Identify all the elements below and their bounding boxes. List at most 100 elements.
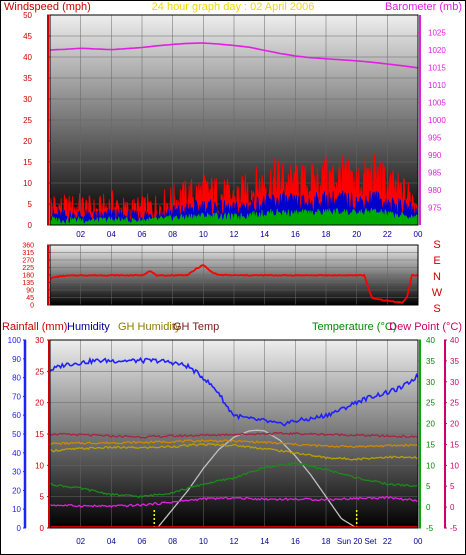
top-right-tick-label: 1005 [428, 99, 446, 108]
temp-tick-label: -5 [426, 524, 434, 533]
top-series-group [50, 42, 418, 225]
top-x-axis: 02 04 06 08 10 12 14 16 18 20 22 00 [76, 230, 423, 239]
top-left-tick-label: 25 [23, 116, 32, 125]
top-left-tick-label: 10 [23, 179, 32, 188]
humidity-line [50, 356, 418, 427]
top-left-tick-label: 30 [23, 95, 32, 104]
temp-tick-label: 10 [426, 461, 435, 470]
rain-tick-label: 15 [35, 430, 44, 439]
top-x-tick-label: 10 [199, 230, 208, 239]
humidity-tick-label: 10 [12, 505, 21, 514]
bottom-series-group [50, 356, 418, 528]
barometer-series-line [50, 42, 418, 69]
dewpoint-tick-label: 20 [450, 420, 459, 429]
outside-temp-line [50, 439, 418, 449]
bottom-x-tick-label: 10 [199, 537, 208, 546]
compass-letter: S [433, 303, 440, 315]
dewpoint-line [50, 495, 418, 508]
top-left-tick-label: 0 [28, 221, 33, 230]
humidity-tick-label: 90 [12, 355, 21, 364]
gh-temp-line [50, 431, 418, 439]
temperature-label: Temperature (°C) [312, 321, 396, 333]
rainfall-label: Rainfall (mm) [2, 321, 67, 333]
bottom-x-tick-label: 02 [76, 537, 85, 546]
temp-tick-label: 30 [426, 378, 435, 387]
top-right-tick-label: 1000 [428, 116, 446, 125]
top-right-tick-label: 975 [428, 204, 442, 213]
top-left-tick-label: 50 [23, 11, 32, 20]
temperature-line [50, 461, 418, 499]
temp-tick-label: 20 [426, 420, 435, 429]
temp-tick-label: 25 [426, 399, 435, 408]
dewpoint-tick-label: 10 [450, 461, 459, 470]
middle-left-tick-label: 270 [22, 258, 34, 265]
bottom-x-tick-label: 12 [230, 537, 239, 546]
compass-letter: W [432, 287, 443, 299]
wind-direction-line [50, 264, 418, 304]
dewpoint-tick-label: 40 [450, 336, 459, 345]
top-x-tick-label: 18 [322, 230, 331, 239]
humidity-tick-label: 80 [12, 374, 21, 383]
humidity-tick-label: 70 [12, 392, 21, 401]
top-right-tick-label: 995 [428, 134, 442, 143]
gh-humidity-line [50, 443, 418, 461]
bottom-x-tick-label: 22 [383, 537, 392, 546]
temp-tick-label: 35 [426, 357, 435, 366]
gh-temp-label: GH Temp [173, 321, 219, 333]
middle-left-tick-label: 315 [22, 250, 34, 257]
top-x-tick-label: 02 [76, 230, 85, 239]
compass-letter: N [433, 271, 441, 283]
windspeed-label: Windspeed (mph) [4, 1, 91, 13]
middle-series-group [50, 264, 418, 304]
chart-title: 24 hour graph day : 02 April 2006 [152, 1, 315, 13]
bottom-x-tick-label: 18 [322, 537, 331, 546]
bottom-x-tick-label: 16 [291, 537, 300, 546]
temp-tick-label: 0 [426, 503, 431, 512]
humidity-tick-label: 60 [12, 411, 21, 420]
middle-left-tick-label: 0 [30, 303, 34, 310]
barometer-label: Barometer (mb) [385, 1, 462, 13]
top-right-axis: 975 980 985 990 995 1000 1005 1010 1015 1020 1025 [418, 15, 446, 225]
middle-left-tick-label: 225 [22, 265, 34, 272]
temp-tick-label: 5 [426, 482, 431, 491]
rain-tick-label: 0 [40, 524, 45, 533]
top-x-tick-label: 22 [383, 230, 392, 239]
middle-left-tick-label: 180 [22, 273, 34, 280]
humidity-tick-label: 100 [8, 336, 22, 345]
top-x-tick-label: 04 [107, 230, 116, 239]
bottom-x-tick-label: 00 [414, 537, 423, 546]
bottom-x-tick-label: 06 [138, 537, 147, 546]
dewpoint-tick-label: 25 [450, 399, 459, 408]
middle-left-tick-label: 45 [26, 295, 34, 302]
top-left-tick-label: 5 [28, 200, 33, 209]
top-x-tick-label: 14 [260, 230, 269, 239]
dewpoint-tick-label: 35 [450, 357, 459, 366]
humidity-label: Humidity [67, 321, 110, 333]
dewpoint-tick-label: 0 [450, 503, 455, 512]
top-left-axis: 0 5 10 15 20 25 30 35 40 45 50 [23, 11, 50, 230]
bottom-x-tick-label: 04 [107, 537, 116, 546]
humidity-tick-label: 20 [12, 486, 21, 495]
dewpoint-label: Dew Point (°C) [389, 321, 462, 333]
top-right-tick-label: 990 [428, 151, 442, 160]
top-right-tick-label: 1010 [428, 81, 446, 90]
top-left-tick-label: 20 [23, 137, 32, 146]
top-left-tick-label: 40 [23, 53, 32, 62]
wind-series-area [50, 207, 418, 225]
humidity-tick-label: 40 [12, 449, 21, 458]
top-right-tick-label: 1015 [428, 64, 446, 73]
bottom-axes: 0 5 10 15 20 25 30 0 10 20 30 40 50 60 70 80 90 100 -5 -5 0 0… [8, 336, 460, 533]
humidity-tick-label: 50 [12, 430, 21, 439]
middle-left-tick-label: 90 [26, 288, 34, 295]
top-left-tick-label: 15 [23, 158, 32, 167]
top-x-tick-label: 00 [414, 230, 423, 239]
top-x-tick-label: 16 [291, 230, 300, 239]
bottom-x-axis: 02 04 06 08 10 12 14 16 18 Sun 20 Set 22 00 [76, 537, 423, 546]
top-x-tick-label: 20 [352, 230, 361, 239]
top-x-tick-label: 06 [138, 230, 147, 239]
top-right-tick-label: 980 [428, 186, 442, 195]
